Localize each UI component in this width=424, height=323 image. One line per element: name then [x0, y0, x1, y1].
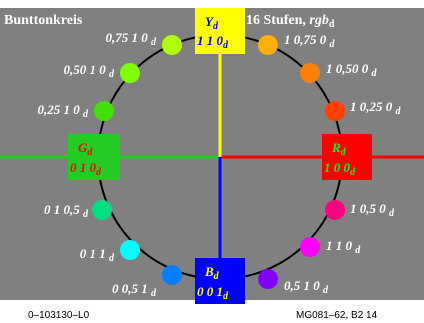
hue-label: 0,50 1 0 d — [64, 62, 116, 80]
title-text: Bunttonkreis — [4, 13, 83, 28]
green-axis-value: 0 1 0d — [70, 160, 102, 178]
hue-label: 0,75 1 0 d — [106, 30, 158, 48]
hue-labels: 1 0,75 0 d 1 0,50 0 d 1 0,25 0 d 1 0,5 0 d 1… — [38, 30, 402, 299]
green-axis-box: Gd 0 1 0d — [68, 134, 120, 180]
hue-label: 0 0,5 1 d — [112, 281, 157, 299]
hue-dot — [120, 240, 140, 260]
blue-axis-value: 0 0 1d — [197, 284, 229, 302]
hue-dot — [162, 35, 182, 55]
hue-dot — [325, 101, 345, 121]
hue-dot — [162, 265, 182, 285]
hue-label: 0 1 1 d — [80, 246, 115, 264]
blue-axis-box: Bd 0 0 1d — [195, 258, 245, 304]
hue-label: 1 0,25 0 d — [350, 99, 402, 117]
red-axis-box: Rd 1 0 0d — [322, 134, 372, 180]
yellow-axis-box: Yd 1 1 0d — [195, 8, 245, 54]
footer-right: MG081–62, B2 14 — [296, 310, 378, 321]
red-axis-value: 1 0 0d — [324, 160, 356, 178]
green-axis-name: Gd — [78, 140, 93, 158]
blue-axis-name: Bd — [204, 264, 220, 282]
hue-label: 1 0,5 0 d — [350, 201, 395, 219]
hue-label: 1 0,75 0 d — [284, 32, 336, 50]
footer-left: 0–103130–L0 — [28, 310, 90, 321]
hue-dot — [325, 200, 345, 220]
yellow-axis-value: 1 1 0d — [197, 33, 229, 51]
hue-label: 0,25 1 0 d — [38, 102, 90, 120]
hue-label: 1 1 0 d — [326, 238, 361, 256]
red-axis-name: Rd — [331, 140, 347, 158]
hue-dot — [92, 200, 112, 220]
yellow-axis-name: Yd — [205, 14, 219, 32]
hue-dot — [258, 35, 278, 55]
hue-dot — [300, 237, 320, 257]
hue-label: 0 1 0,5 d — [44, 202, 89, 220]
hue-dot — [94, 101, 114, 121]
hue-dot — [120, 63, 140, 83]
hue-label: 0,5 1 0 d — [284, 278, 329, 296]
hue-dot — [300, 63, 320, 83]
hue-label: 1 0,50 0 d — [326, 61, 378, 79]
hue-dots — [92, 35, 345, 289]
hue-dot — [258, 269, 278, 289]
steps-text: 16 Stufen, rgbd — [246, 13, 335, 30]
